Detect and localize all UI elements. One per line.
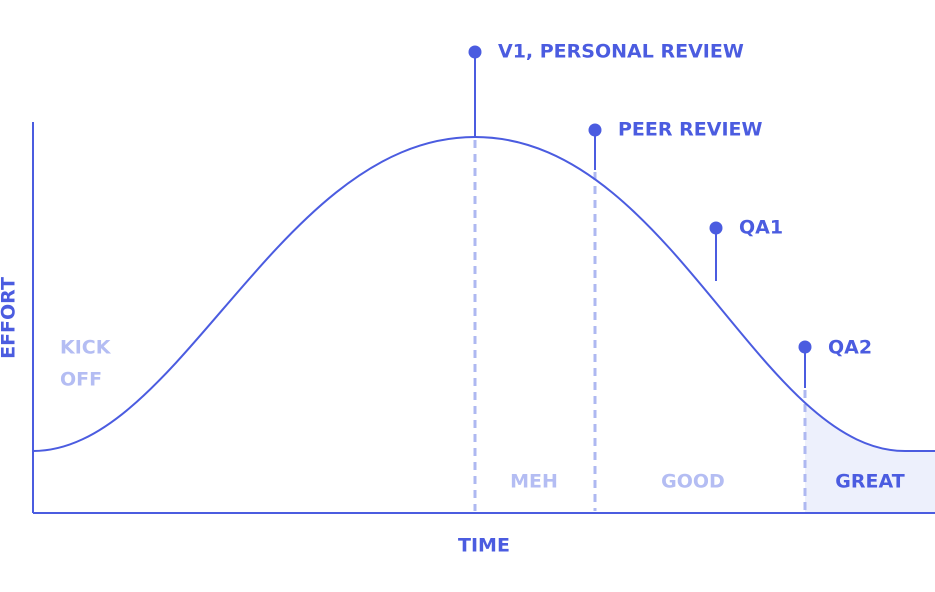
dividers [473,140,807,511]
y-axis-label: EFFORT [0,277,20,359]
start-label: OFF [60,369,102,391]
zone-label: MEH [510,471,558,493]
start-label: KICK [60,337,112,359]
milestone-label: PEER REVIEW [618,119,762,141]
milestone-dot [798,340,812,354]
zone-label: GREAT [835,471,904,493]
stems [474,52,806,388]
x-axis-label: TIME [458,535,510,557]
milestone-dot [709,221,723,235]
milestone-label: QA2 [828,337,872,359]
effort-curve [32,135,935,452]
milestone-label: QA1 [739,217,783,239]
milestone-label: V1, PERSONAL REVIEW [498,41,744,63]
zone-label: GOOD [661,471,725,493]
dots [468,45,812,354]
milestone-dot [588,123,602,137]
milestone-dot [468,45,482,59]
great-zone-fill [805,402,935,513]
